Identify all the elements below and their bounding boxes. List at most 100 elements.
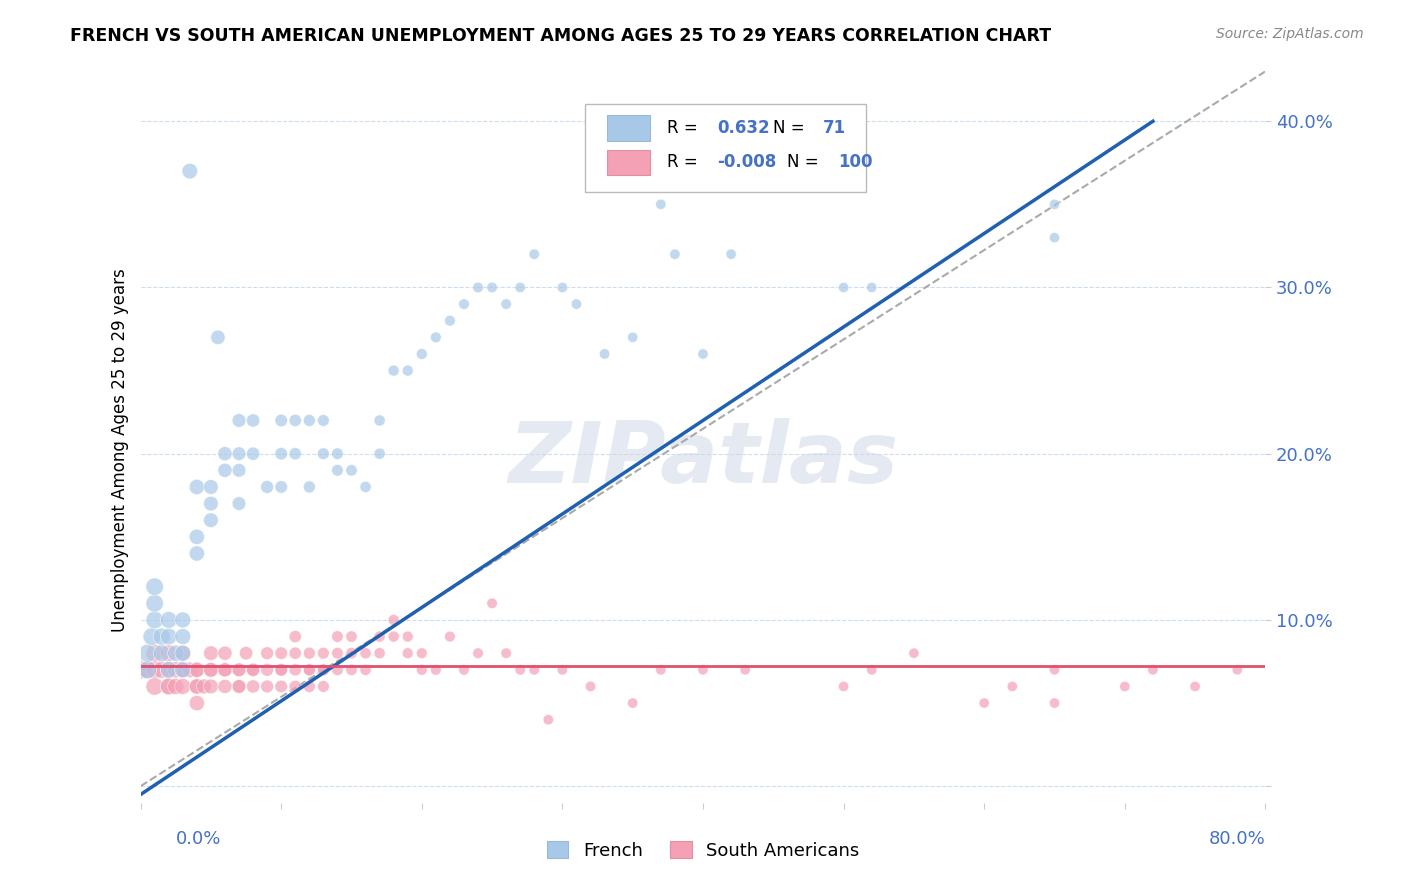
Point	[1043, 696, 1066, 710]
Point	[179, 164, 201, 178]
Point	[186, 663, 208, 677]
Point	[172, 663, 194, 677]
Point	[312, 680, 335, 694]
Point	[411, 646, 433, 660]
Point	[903, 646, 925, 660]
Point	[860, 663, 883, 677]
Point	[200, 663, 222, 677]
Point	[354, 480, 377, 494]
Point	[186, 480, 208, 494]
Point	[172, 646, 194, 660]
Point	[467, 646, 489, 660]
Point	[136, 646, 159, 660]
Point	[298, 413, 321, 427]
Point	[242, 663, 264, 677]
Text: -0.008: -0.008	[717, 153, 778, 171]
Point	[621, 330, 644, 344]
Point	[270, 413, 292, 427]
Point	[396, 363, 419, 377]
Point	[565, 297, 588, 311]
Point	[186, 663, 208, 677]
Point	[270, 646, 292, 660]
Point	[214, 646, 236, 660]
Point	[256, 663, 278, 677]
Point	[692, 663, 714, 677]
Point	[425, 663, 447, 677]
Point	[509, 663, 531, 677]
FancyBboxPatch shape	[585, 104, 866, 192]
Point	[214, 663, 236, 677]
Point	[495, 646, 517, 660]
Point	[284, 646, 307, 660]
Point	[242, 680, 264, 694]
Point	[214, 663, 236, 677]
Legend: French, South Americans: French, South Americans	[540, 834, 866, 867]
Point	[200, 680, 222, 694]
Point	[270, 663, 292, 677]
Point	[242, 663, 264, 677]
Point	[664, 247, 686, 261]
Point	[228, 447, 250, 461]
Point	[312, 413, 335, 427]
Point	[312, 663, 335, 677]
Point	[537, 713, 560, 727]
Point	[256, 680, 278, 694]
Point	[200, 663, 222, 677]
Point	[193, 680, 215, 694]
Text: 100: 100	[838, 153, 873, 171]
Text: 0.0%: 0.0%	[176, 830, 221, 847]
Text: 71: 71	[824, 119, 846, 136]
Point	[1001, 680, 1024, 694]
Point	[1142, 663, 1164, 677]
Point	[298, 680, 321, 694]
Point	[326, 663, 349, 677]
Point	[692, 347, 714, 361]
Point	[143, 646, 166, 660]
Point	[734, 663, 756, 677]
Point	[186, 530, 208, 544]
Point	[326, 646, 349, 660]
Point	[270, 680, 292, 694]
Point	[186, 546, 208, 560]
Point	[284, 447, 307, 461]
Point	[207, 330, 229, 344]
Point	[720, 247, 742, 261]
Text: R =: R =	[666, 119, 697, 136]
Point	[354, 646, 377, 660]
Point	[186, 680, 208, 694]
Point	[157, 663, 180, 677]
Point	[228, 680, 250, 694]
Point	[298, 663, 321, 677]
Point	[172, 646, 194, 660]
Point	[973, 696, 995, 710]
Text: FRENCH VS SOUTH AMERICAN UNEMPLOYMENT AMONG AGES 25 TO 29 YEARS CORRELATION CHAR: FRENCH VS SOUTH AMERICAN UNEMPLOYMENT AM…	[70, 27, 1052, 45]
Text: Unemployment Among Ages 25 to 29 years: Unemployment Among Ages 25 to 29 years	[111, 268, 128, 632]
Point	[228, 463, 250, 477]
Point	[298, 480, 321, 494]
Point	[551, 663, 574, 677]
Point	[481, 280, 503, 294]
Point	[284, 680, 307, 694]
Point	[467, 280, 489, 294]
Point	[439, 314, 461, 328]
Point	[214, 680, 236, 694]
Point	[143, 680, 166, 694]
Point	[256, 646, 278, 660]
Point	[326, 630, 349, 644]
Point	[860, 280, 883, 294]
Point	[165, 646, 187, 660]
Point	[832, 680, 855, 694]
Point	[228, 497, 250, 511]
Point	[143, 580, 166, 594]
Text: ZIPatlas: ZIPatlas	[508, 417, 898, 500]
Point	[382, 613, 405, 627]
Point	[143, 663, 166, 677]
Point	[579, 680, 602, 694]
Point	[650, 197, 672, 211]
Point	[200, 497, 222, 511]
Point	[368, 413, 391, 427]
Point	[382, 630, 405, 644]
Point	[200, 513, 222, 527]
Point	[1043, 197, 1066, 211]
Text: N =: N =	[773, 119, 804, 136]
